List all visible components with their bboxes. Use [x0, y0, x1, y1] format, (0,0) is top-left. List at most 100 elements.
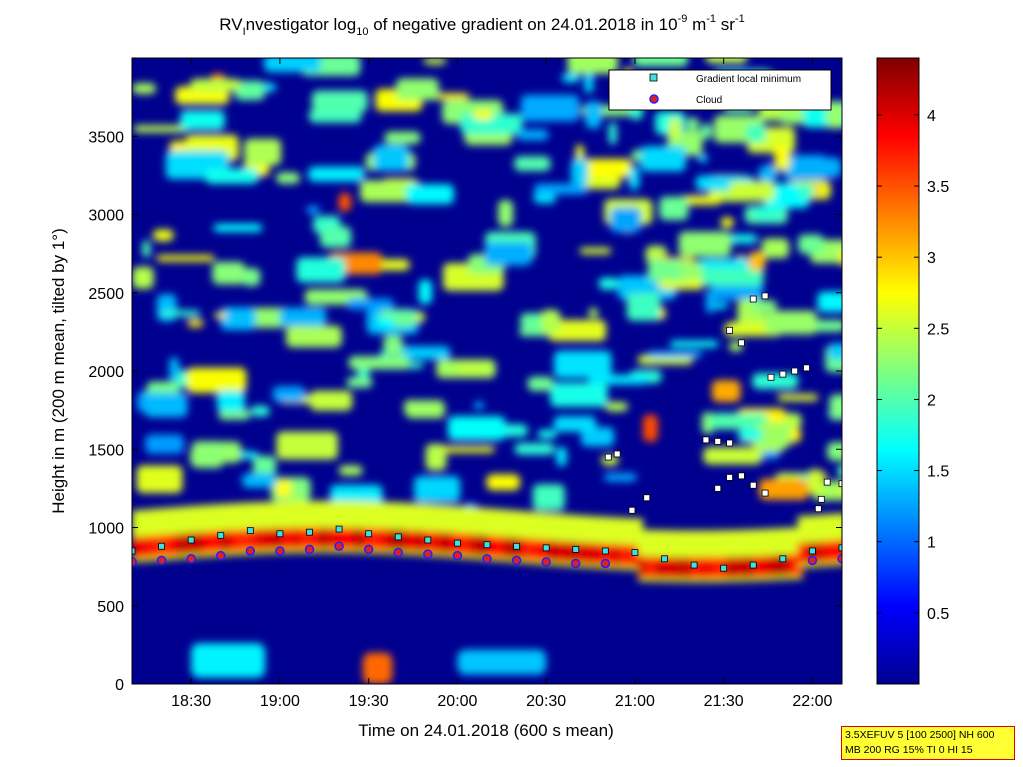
heatmap-cell [763, 183, 810, 209]
heatmap-cell [678, 195, 722, 206]
y-tick-label: 2500 [88, 286, 124, 303]
cloud-point [571, 558, 581, 569]
heatmap-cell [338, 465, 363, 476]
heatmap-cell [142, 240, 151, 258]
heatmap-cell [396, 78, 439, 101]
gradient-minimum-point [335, 525, 343, 533]
plot-area: 18:30 19:00 19:30 20:00 20:30 21:00 21:30 22:00… [88, 57, 854, 710]
heatmap-cell [700, 123, 712, 140]
heatmap-cell [376, 317, 395, 329]
heatmap-cell [169, 357, 179, 382]
heatmap-cell [827, 442, 842, 461]
heatmap-cell [190, 78, 241, 92]
heatmap-cell [486, 474, 521, 491]
y-axis-label: Height in m (200 m mean, tilted by 1°) [49, 228, 68, 514]
heatmap-cell [533, 183, 588, 195]
cloud-point [393, 547, 403, 558]
cloud-point [807, 555, 818, 566]
heatmap-cell [658, 278, 705, 290]
heatmap-cell [752, 205, 783, 220]
heatmap-cell [296, 257, 346, 283]
heatmap-cell [541, 309, 561, 334]
gradient-minimum-point [848, 476, 854, 482]
gradient-minimum-point [838, 544, 842, 552]
heatmap-cell [414, 476, 461, 503]
heatmap-cell [133, 125, 189, 133]
heatmap-cell [132, 83, 156, 94]
heatmap-cell [473, 109, 494, 120]
heatmap-cell [289, 489, 301, 505]
heatmap-texture [132, 58, 842, 684]
heatmap-cell [311, 90, 368, 112]
heatmap-cell [746, 124, 766, 143]
heatmap-cell [798, 234, 824, 254]
cloud-point [541, 557, 551, 567]
heatmap-cell [686, 117, 700, 131]
heatmap-cell [155, 255, 215, 262]
heatmap-cell [669, 340, 719, 348]
heatmap-cell [703, 447, 762, 465]
heatmap-cell [807, 469, 823, 495]
heatmap-cell [537, 429, 557, 439]
cloud-point [363, 544, 374, 555]
heatmap-cell [761, 238, 790, 259]
colorbar-tick-label: 1.5 [927, 464, 949, 481]
heatmap-cell [186, 367, 247, 393]
heatmap-cell [750, 300, 777, 312]
gradient-minimum-point [809, 547, 816, 555]
gradient-minimum-point [838, 480, 842, 488]
colorbar: 0.5 1 1.5 2 2.5 3 3.5 4 [876, 57, 949, 685]
gradient-minimum-point [749, 295, 757, 303]
heatmap-cell [711, 302, 729, 310]
heatmap-cell [187, 319, 204, 328]
heatmap-cell [598, 277, 619, 290]
gradient-minimum-point [187, 536, 195, 544]
heatmap-cell [241, 473, 277, 488]
heatmap-cell [205, 168, 259, 184]
heatmap-cell [347, 298, 395, 310]
heatmap-cell [720, 217, 734, 229]
heatmap-cell [373, 144, 409, 172]
gradient-minimum-point [158, 542, 165, 550]
y-tick-label: 1000 [88, 521, 124, 538]
heatmap-cell [738, 428, 763, 442]
heatmap-cell [310, 390, 353, 411]
x-axis-label: Time on 24.01.2018 (600 s mean) [358, 721, 613, 740]
heatmap-cell [633, 58, 688, 67]
heatmap-cell [556, 446, 567, 467]
heatmap-cell [705, 58, 748, 64]
heatmap-cell [191, 643, 266, 678]
x-axis: 18:30 19:00 19:30 20:00 20:30 21:00 21:30 22:00 [171, 58, 833, 710]
cloud-point [423, 549, 433, 559]
y-tick-label: 3500 [88, 129, 124, 146]
heatmap-cell [145, 434, 184, 454]
heatmap-cell [829, 394, 842, 421]
legend-marker-cloud [649, 94, 659, 104]
heatmap-cell [396, 346, 451, 360]
gradient-minimum-point [749, 481, 757, 489]
heatmap-cell [253, 455, 277, 477]
heatmap-cell [406, 184, 454, 205]
heatmap-cell [306, 205, 320, 215]
parameter-info-box: 3.5XEFUV 5 [100 2500] NH 600 MB 200 RG 1… [841, 726, 1015, 760]
heatmap-cell [628, 166, 640, 190]
heatmap-cell [527, 376, 554, 392]
gradient-minimum-point [779, 370, 787, 378]
gradient-minimum-point [643, 494, 651, 502]
heatmap-cell [777, 393, 819, 401]
heatmap-cell [308, 166, 365, 182]
heatmap-cell [647, 259, 692, 281]
heatmap-cell [833, 513, 842, 566]
gradient-minimum-point [738, 472, 745, 480]
gradient-minimum-point [817, 495, 825, 503]
legend-marker-gradient-minimum [649, 73, 658, 82]
heatmap-cell [457, 649, 547, 675]
heatmap-cell [584, 67, 594, 94]
heatmap-cell [516, 129, 549, 141]
heatmap-cell [729, 181, 775, 202]
colorbar-tick-label: 2.5 [927, 321, 949, 338]
heatmap-cell [550, 382, 608, 407]
colorbar-gradient [876, 57, 920, 685]
heatmap-cell [817, 291, 842, 313]
